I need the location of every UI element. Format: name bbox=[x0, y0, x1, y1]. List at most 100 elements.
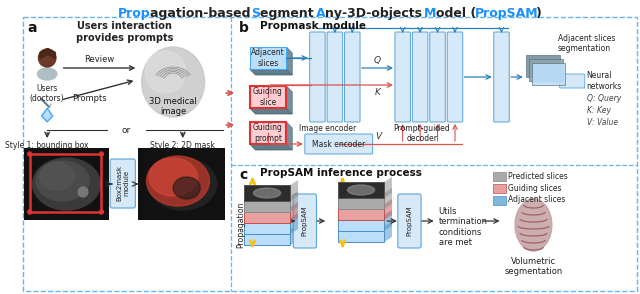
Bar bbox=[338, 182, 384, 198]
Text: Review: Review bbox=[84, 55, 115, 64]
Text: b: b bbox=[239, 21, 249, 35]
Bar bbox=[338, 193, 384, 209]
Ellipse shape bbox=[515, 199, 552, 251]
Circle shape bbox=[38, 49, 56, 67]
Text: Image encoder: Image encoder bbox=[300, 124, 356, 133]
Text: a: a bbox=[28, 21, 37, 35]
Text: Volumetric
segmentation: Volumetric segmentation bbox=[504, 257, 563, 276]
Bar bbox=[244, 229, 291, 245]
Text: agation-based: agation-based bbox=[150, 7, 255, 20]
Text: or: or bbox=[122, 126, 131, 134]
FancyBboxPatch shape bbox=[327, 32, 342, 122]
Text: Mask encoder: Mask encoder bbox=[312, 139, 365, 148]
FancyBboxPatch shape bbox=[310, 32, 325, 122]
Bar bbox=[244, 185, 291, 201]
Bar bbox=[338, 226, 384, 242]
Text: V: V bbox=[376, 132, 381, 141]
Polygon shape bbox=[287, 47, 292, 75]
Ellipse shape bbox=[253, 188, 280, 198]
Bar bbox=[525, 55, 559, 77]
Ellipse shape bbox=[149, 158, 197, 196]
FancyBboxPatch shape bbox=[430, 32, 445, 122]
Bar bbox=[531, 63, 565, 85]
Polygon shape bbox=[44, 110, 51, 120]
Polygon shape bbox=[287, 122, 292, 150]
Text: odel (: odel ( bbox=[436, 7, 476, 20]
Circle shape bbox=[99, 152, 103, 156]
Text: PropSAM: PropSAM bbox=[475, 7, 538, 20]
FancyBboxPatch shape bbox=[398, 194, 421, 248]
Bar bbox=[338, 182, 384, 198]
Text: Prompt-guided
decoder: Prompt-guided decoder bbox=[394, 124, 451, 143]
Text: K: Key: K: Key bbox=[587, 106, 611, 114]
Text: PropSAM inference process: PropSAM inference process bbox=[260, 168, 422, 178]
Circle shape bbox=[28, 152, 31, 156]
Polygon shape bbox=[291, 180, 298, 201]
Polygon shape bbox=[287, 86, 292, 114]
Polygon shape bbox=[384, 188, 392, 209]
Bar bbox=[244, 185, 291, 201]
Circle shape bbox=[99, 210, 103, 214]
Bar bbox=[138, 148, 225, 220]
Text: Users
(doctors): Users (doctors) bbox=[30, 84, 65, 103]
Ellipse shape bbox=[149, 158, 217, 210]
Ellipse shape bbox=[40, 162, 74, 190]
Text: Q: Q bbox=[374, 56, 381, 65]
Text: Adjacent slices: Adjacent slices bbox=[508, 196, 566, 205]
Text: Users interaction
provides prompts: Users interaction provides prompts bbox=[76, 21, 173, 43]
Polygon shape bbox=[250, 144, 292, 150]
Text: Utils
termination
conditions
are met: Utils termination conditions are met bbox=[438, 207, 488, 247]
Ellipse shape bbox=[38, 68, 57, 80]
Text: Prop: Prop bbox=[118, 7, 150, 20]
Text: Box2mask
module: Box2mask module bbox=[116, 165, 129, 201]
Bar bbox=[529, 59, 563, 81]
Bar bbox=[250, 122, 287, 144]
Polygon shape bbox=[291, 191, 298, 212]
Text: 3D medical
image: 3D medical image bbox=[149, 97, 197, 116]
Ellipse shape bbox=[141, 47, 205, 117]
Polygon shape bbox=[384, 210, 392, 231]
Ellipse shape bbox=[78, 187, 88, 197]
FancyBboxPatch shape bbox=[395, 32, 410, 122]
FancyBboxPatch shape bbox=[293, 194, 316, 248]
Polygon shape bbox=[291, 224, 298, 245]
Text: Q: Query: Q: Query bbox=[587, 93, 621, 103]
Text: S: S bbox=[252, 7, 260, 20]
Text: c: c bbox=[239, 168, 247, 182]
Text: Propmask module: Propmask module bbox=[260, 21, 366, 31]
Text: PropSAM: PropSAM bbox=[302, 206, 308, 236]
Bar bbox=[250, 86, 287, 108]
FancyBboxPatch shape bbox=[110, 159, 135, 208]
Polygon shape bbox=[384, 177, 392, 198]
Bar bbox=[244, 196, 291, 212]
Polygon shape bbox=[291, 202, 298, 223]
Ellipse shape bbox=[173, 177, 200, 199]
Polygon shape bbox=[250, 108, 292, 114]
Text: Predicted slices: Predicted slices bbox=[508, 171, 568, 181]
Text: K: K bbox=[374, 88, 380, 97]
Ellipse shape bbox=[145, 51, 186, 93]
Text: ny-3D-objects: ny-3D-objects bbox=[326, 7, 427, 20]
Bar bbox=[493, 196, 506, 205]
FancyBboxPatch shape bbox=[305, 134, 372, 154]
Polygon shape bbox=[291, 213, 298, 234]
FancyBboxPatch shape bbox=[344, 32, 360, 122]
Bar bbox=[338, 215, 384, 231]
Polygon shape bbox=[250, 69, 292, 75]
Text: Guiding slices: Guiding slices bbox=[508, 183, 562, 193]
Text: Prompts: Prompts bbox=[72, 94, 107, 103]
Ellipse shape bbox=[36, 161, 90, 201]
Bar bbox=[250, 47, 287, 69]
Ellipse shape bbox=[33, 158, 100, 210]
Polygon shape bbox=[384, 221, 392, 242]
Bar bbox=[338, 204, 384, 220]
Text: A: A bbox=[316, 7, 326, 20]
Text: Adjacent
slices: Adjacent slices bbox=[251, 48, 285, 68]
FancyBboxPatch shape bbox=[493, 32, 509, 122]
Text: Guiding
slice: Guiding slice bbox=[253, 87, 283, 107]
FancyBboxPatch shape bbox=[447, 32, 463, 122]
Ellipse shape bbox=[147, 156, 209, 206]
Text: ): ) bbox=[536, 7, 542, 20]
Bar bbox=[29, 154, 101, 212]
Polygon shape bbox=[384, 199, 392, 220]
